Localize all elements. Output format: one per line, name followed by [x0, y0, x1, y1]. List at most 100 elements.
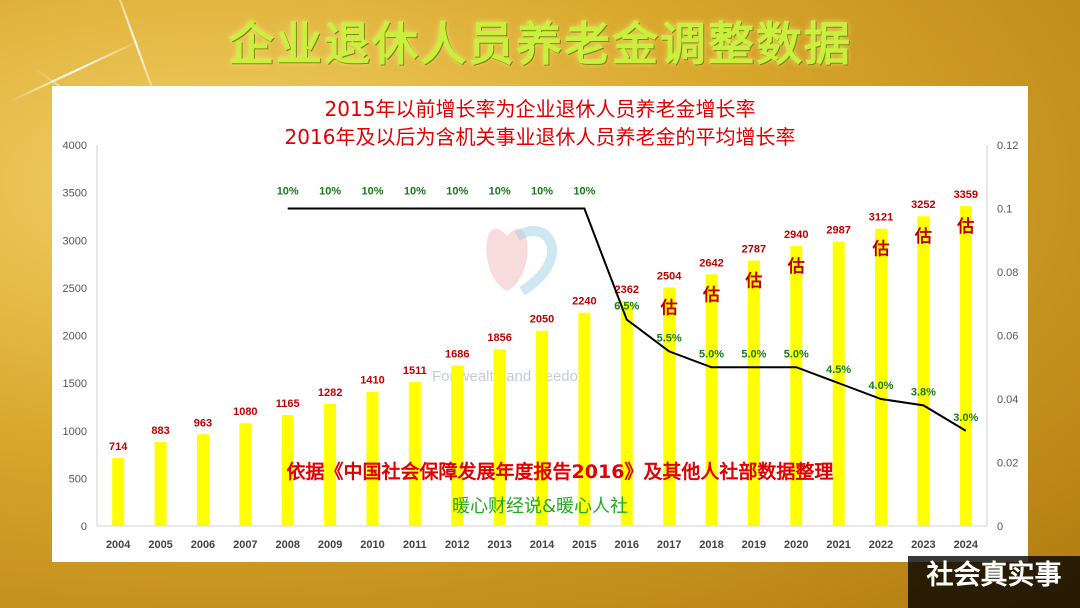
bar-value-label: 2240: [572, 296, 596, 308]
estimate-mark: 估: [702, 284, 720, 305]
bar-value-label: 1686: [445, 348, 469, 360]
rate-label: 10%: [404, 186, 426, 198]
estimate-mark: 估: [744, 271, 762, 292]
growth-rate-line: [287, 207, 967, 432]
bar: [324, 403, 337, 526]
logo-text: For wealth and freedom: [432, 368, 590, 385]
bar-value-label: 2642: [699, 257, 723, 269]
estimate-mark: 估: [914, 226, 932, 247]
bar: [281, 415, 294, 526]
bar-value-label: 3252: [911, 199, 935, 211]
x-tick-label: 2016: [615, 539, 639, 551]
chart-subtitle: 2016年及以后为含机关事业退休人员养老金的平均增长率: [285, 125, 796, 149]
rate-label: 3.0%: [953, 412, 978, 424]
x-tick-label: 2018: [699, 539, 723, 551]
bar: [451, 365, 464, 526]
y-left-tick-label: 3000: [63, 235, 87, 247]
bar: [875, 228, 888, 527]
bar: [196, 434, 209, 526]
bar: [917, 216, 930, 526]
bar: [790, 245, 803, 526]
main-title: 企业退休人员养老金调整数据: [228, 17, 852, 71]
x-tick-label: 2020: [784, 539, 808, 551]
chart: 2015年以前增长率为企业退休人员养老金增长率 2016年及以后为含机关事业退休人…: [63, 97, 1019, 551]
bar: [536, 330, 548, 526]
rate-label: 10%: [573, 186, 595, 198]
bar: [959, 206, 972, 527]
logo-heart: [486, 228, 528, 291]
rate-label: 5.0%: [741, 348, 766, 360]
y-left-tick-label: 0: [81, 521, 87, 533]
rate-label: 10%: [277, 186, 299, 198]
x-tick-label: 2014: [530, 539, 555, 551]
x-tick-label: 2024: [954, 539, 979, 551]
y-left-tick-label: 500: [69, 473, 87, 485]
y-right-tick-label: 0: [997, 521, 1003, 533]
bar-value-label: 1511: [403, 365, 427, 377]
rate-label: 6.5%: [614, 301, 639, 313]
x-tick-label: 2004: [106, 539, 131, 551]
bar-value-label: 1165: [276, 398, 300, 410]
x-tick-label: 2019: [742, 539, 766, 551]
x-tick-label: 2013: [487, 539, 511, 551]
rate-label: 4.5%: [826, 364, 851, 376]
chart-panel: 2015年以前增长率为企业退休人员养老金增长率 2016年及以后为含机关事业退休人…: [52, 86, 1028, 562]
bar-value-label: 714: [109, 441, 128, 453]
y-right-tick-label: 0.04: [997, 394, 1018, 406]
y-left-tick-label: 4000: [63, 140, 87, 152]
rate-label: 5.5%: [657, 332, 682, 344]
x-tick-label: 2010: [360, 539, 384, 551]
bar: [705, 274, 718, 526]
bar-value-label: 1856: [487, 332, 511, 344]
bar: [154, 441, 167, 526]
rate-label: 4.0%: [869, 380, 894, 392]
bar: [408, 382, 421, 526]
bar: [239, 423, 252, 526]
rate-label: 3.8%: [911, 386, 936, 398]
credit-text: 暖心财经说&暖心人社: [452, 496, 628, 517]
rate-label: 10%: [446, 186, 468, 198]
x-tick-label: 2011: [403, 539, 427, 551]
bar: [620, 301, 633, 526]
x-tick-label: 2008: [275, 539, 299, 551]
bar-value-label: 3359: [954, 189, 978, 201]
y-left-tick-label: 1500: [63, 378, 87, 390]
y-right-tick-label: 0.02: [997, 458, 1018, 470]
chart-title: 2015年以前增长率为企业退休人员养老金增长率: [325, 97, 756, 121]
corner-watermark: 社会真实事: [908, 556, 1080, 608]
bar-value-label: 2504: [657, 270, 682, 282]
y-left-tick-label: 2000: [63, 331, 87, 343]
bar-value-label: 1410: [360, 375, 384, 387]
x-tick-label: 2021: [826, 539, 850, 551]
bar-value-label: 2050: [530, 314, 554, 326]
bar: [663, 287, 676, 526]
y-left-tick-label: 3500: [63, 188, 87, 200]
bar-value-label: 963: [194, 417, 212, 429]
bar-value-label: 2362: [615, 284, 639, 296]
x-tick-label: 2005: [148, 539, 172, 551]
estimate-mark: 估: [787, 256, 805, 277]
bar-value-label: 1080: [233, 406, 257, 418]
y-left-tick-label: 2500: [63, 283, 87, 295]
x-tick-label: 2009: [318, 539, 342, 551]
rate-label: 10%: [531, 186, 553, 198]
estimate-mark: 估: [956, 216, 974, 237]
bar-value-label: 2940: [784, 229, 808, 241]
bar-value-label: 883: [151, 425, 169, 437]
y-right-tick-label: 0.1: [997, 204, 1012, 216]
bar: [493, 349, 506, 526]
x-tick-label: 2006: [191, 539, 215, 551]
rate-label: 5.0%: [699, 348, 724, 360]
x-tick-label: 2023: [911, 539, 935, 551]
y-right-tick-label: 0.12: [997, 140, 1018, 152]
x-tick-label: 2012: [445, 539, 469, 551]
bar: [747, 260, 760, 526]
source-note: 依据《中国社会保障发展年度报告2016》及其他人社部数据整理: [287, 460, 834, 483]
bar-value-label: 2787: [742, 244, 766, 256]
x-tick-label: 2017: [657, 539, 681, 551]
rate-label: 10%: [361, 186, 383, 198]
bar: [366, 391, 379, 526]
bar-value-label: 1282: [318, 387, 342, 399]
estimate-mark: 估: [660, 297, 678, 318]
bar: [578, 312, 591, 526]
